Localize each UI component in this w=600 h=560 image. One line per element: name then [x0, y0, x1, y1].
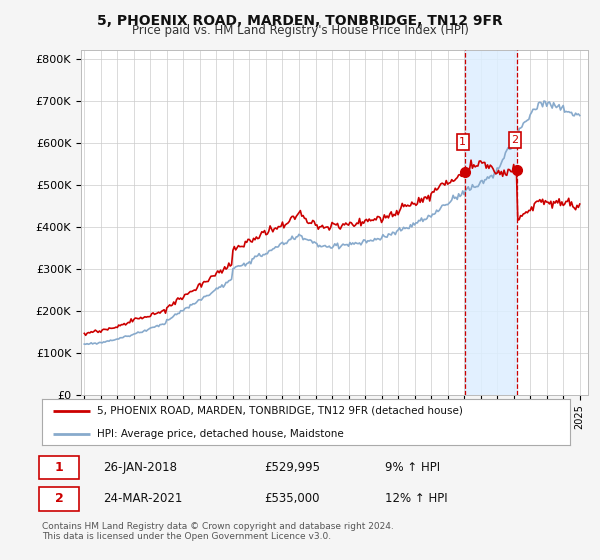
Text: 5, PHOENIX ROAD, MARDEN, TONBRIDGE, TN12 9FR: 5, PHOENIX ROAD, MARDEN, TONBRIDGE, TN12…: [97, 14, 503, 28]
Text: 24-MAR-2021: 24-MAR-2021: [103, 492, 182, 505]
Text: 1: 1: [460, 137, 466, 147]
Text: 9% ↑ HPI: 9% ↑ HPI: [385, 461, 440, 474]
Text: 12% ↑ HPI: 12% ↑ HPI: [385, 492, 448, 505]
Text: 26-JAN-2018: 26-JAN-2018: [103, 461, 177, 474]
Text: 1: 1: [55, 461, 64, 474]
Text: 2: 2: [55, 492, 64, 505]
Text: Contains HM Land Registry data © Crown copyright and database right 2024.
This d: Contains HM Land Registry data © Crown c…: [42, 522, 394, 542]
Text: HPI: Average price, detached house, Maidstone: HPI: Average price, detached house, Maid…: [97, 429, 344, 438]
Text: £529,995: £529,995: [264, 461, 320, 474]
FancyBboxPatch shape: [40, 456, 79, 479]
Text: 2: 2: [511, 135, 518, 145]
Text: Price paid vs. HM Land Registry's House Price Index (HPI): Price paid vs. HM Land Registry's House …: [131, 24, 469, 37]
FancyBboxPatch shape: [40, 487, 79, 511]
Text: £535,000: £535,000: [264, 492, 319, 505]
Bar: [465, 50, 517, 395]
Text: 5, PHOENIX ROAD, MARDEN, TONBRIDGE, TN12 9FR (detached house): 5, PHOENIX ROAD, MARDEN, TONBRIDGE, TN12…: [97, 406, 463, 416]
